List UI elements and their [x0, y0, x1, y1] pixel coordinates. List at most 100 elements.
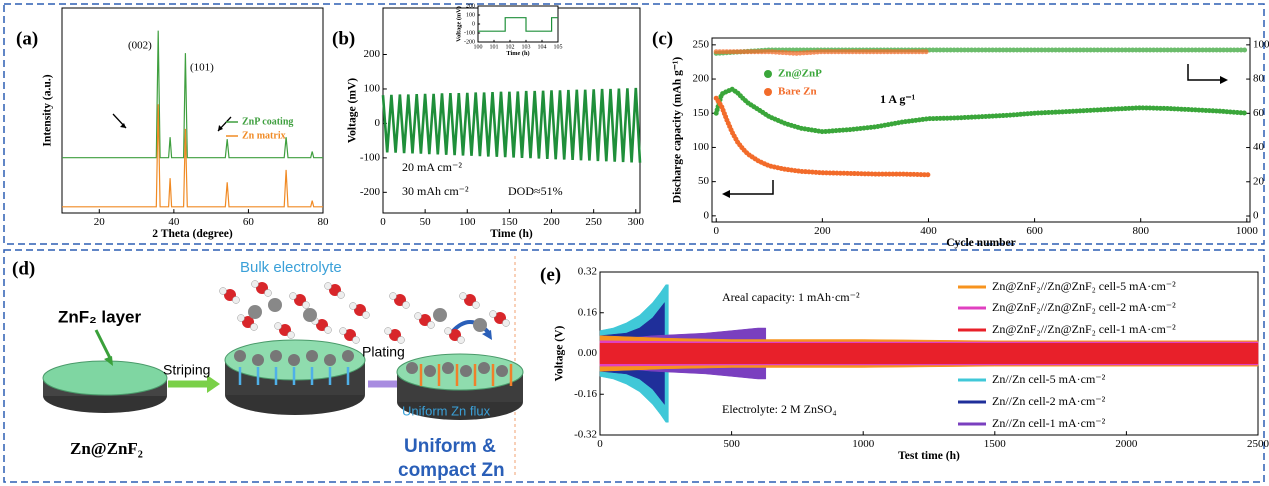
ion — [270, 350, 282, 362]
x-axis-label: Time (h) — [506, 50, 529, 57]
y2-tick-label: 40 — [1253, 141, 1265, 153]
ion — [288, 354, 300, 366]
voltage-band — [599, 343, 1259, 364]
y-tick-label: -200 — [464, 39, 475, 45]
y-axis-label: Voltage (mV) — [455, 6, 462, 42]
water-h — [362, 311, 370, 319]
x-tick-label: 104 — [538, 44, 547, 50]
water-h — [237, 314, 245, 322]
x-tick-label: 200 — [814, 225, 831, 237]
decoration — [219, 280, 513, 386]
y-tick-label: 0 — [472, 21, 475, 27]
x-tick-label: 105 — [554, 44, 563, 50]
ion — [496, 365, 508, 377]
y-tick-label: -200 — [360, 186, 381, 198]
y-tick-label: -100 — [360, 151, 381, 163]
label: ZnF₂ layer — [58, 307, 142, 326]
x-tick-label: 400 — [920, 225, 937, 237]
water-h — [251, 280, 259, 288]
y2-tick-label: 20 — [1253, 175, 1265, 187]
water-h — [349, 302, 357, 310]
water-h — [264, 289, 272, 297]
arrow-head — [218, 125, 223, 131]
arrow-head — [722, 190, 730, 198]
x-tick-label: 0 — [380, 216, 386, 228]
water-h — [274, 322, 282, 330]
water-h — [472, 301, 480, 309]
x-tick-label: 600 — [1026, 225, 1043, 237]
water-h — [457, 336, 465, 344]
disk-top — [42, 360, 168, 396]
x-tick-label: 102 — [506, 44, 515, 50]
x-tick-label: 0 — [713, 225, 719, 237]
arrow-head — [1220, 76, 1228, 84]
y-tick-label: 150 — [693, 107, 710, 119]
water-h — [502, 319, 510, 327]
inset-line — [478, 17, 558, 32]
arrow — [1187, 64, 1222, 81]
legend-label: Zn@ZnF₂//Zn@ZnF₂ cell-5 mA·cm⁻² — [992, 279, 1176, 293]
x-axis-label: Time (h) — [490, 228, 533, 240]
arrow — [94, 329, 112, 359]
water-h — [489, 310, 497, 318]
y-tick-label: -100 — [464, 30, 475, 36]
y-tick-label: 200 — [364, 48, 381, 60]
annotation: 30 mAh cm⁻² — [402, 184, 469, 198]
annotation: Electrolyte: 2 M ZnSO₄ — [722, 402, 837, 416]
y-tick-label: 100 — [364, 82, 381, 94]
y-axis-label: Voltage (mV) — [347, 78, 359, 143]
water-h — [219, 287, 227, 295]
y-tick-label: 100 — [466, 12, 475, 18]
y-tick-label: -0.32 — [574, 429, 597, 441]
x-axis-label: 2 Theta (degree) — [152, 228, 233, 240]
x-tick-label: 1000 — [1236, 225, 1259, 237]
y-tick-label: 200 — [466, 3, 475, 9]
ion — [460, 365, 472, 377]
x-tick-label: 2500 — [1247, 438, 1269, 450]
ion — [234, 350, 246, 362]
water-h — [339, 327, 347, 335]
y-axis-label: Discharge capacity (mAh g⁻¹) — [672, 57, 684, 204]
annotation: DOD≈51% — [508, 184, 563, 198]
legend-label: ZnP coating — [242, 116, 293, 127]
water-h — [287, 331, 295, 339]
y-tick-label: 100 — [693, 141, 710, 153]
legend-label: Zn@ZnF₂//Zn@ZnF₂ cell-2 mA·cm⁻² — [992, 300, 1176, 314]
arrow — [728, 180, 774, 195]
water-h — [302, 301, 310, 309]
x-tick-label: 1500 — [984, 438, 1007, 450]
water-h — [352, 336, 360, 344]
arrow-head — [104, 356, 113, 366]
water-h — [414, 312, 422, 320]
top-frame — [3, 3, 1265, 245]
x-tick-label: 0 — [597, 438, 603, 450]
data-line — [62, 30, 323, 159]
label: Uniform Zn flux — [402, 403, 491, 418]
y-tick-label: 0 — [704, 209, 710, 221]
bottom-frame — [3, 249, 1265, 483]
ion — [306, 350, 318, 362]
legend-swatch — [764, 70, 772, 78]
ion — [424, 365, 436, 377]
x-tick-label: 101 — [490, 44, 499, 50]
panel-label: (d) — [12, 258, 35, 279]
label: Zn@ZnF₂ — [70, 439, 143, 458]
y2-tick-label: 80 — [1253, 73, 1265, 85]
panel-label: (c) — [652, 28, 673, 49]
annotation: 1 A g⁻¹ — [880, 92, 916, 106]
y-axis-label: Intensity (a.u.) — [42, 74, 54, 146]
label: Bulk electrolyte — [240, 259, 342, 276]
x-tick-label: 40 — [168, 216, 180, 228]
y-tick-label: 50 — [698, 175, 710, 187]
water-h — [232, 296, 240, 304]
ion — [342, 350, 354, 362]
ion — [442, 362, 454, 374]
y2-tick-label: 60 — [1253, 107, 1265, 119]
x-tick-label: 80 — [318, 216, 330, 228]
legend-label: Zn//Zn cell-1 mA·cm⁻² — [992, 416, 1106, 430]
legend-label: Bare Zn — [778, 86, 817, 98]
y-tick-label: 250 — [693, 38, 710, 50]
ion — [478, 362, 490, 374]
diagram: (d) Bulk electrolyte ZnF₂ layer Zn@ZnF₂ … — [12, 258, 524, 481]
legend-label: Zn@ZnF₂//Zn@ZnF₂ cell-1 mA·cm⁻² — [992, 322, 1176, 336]
